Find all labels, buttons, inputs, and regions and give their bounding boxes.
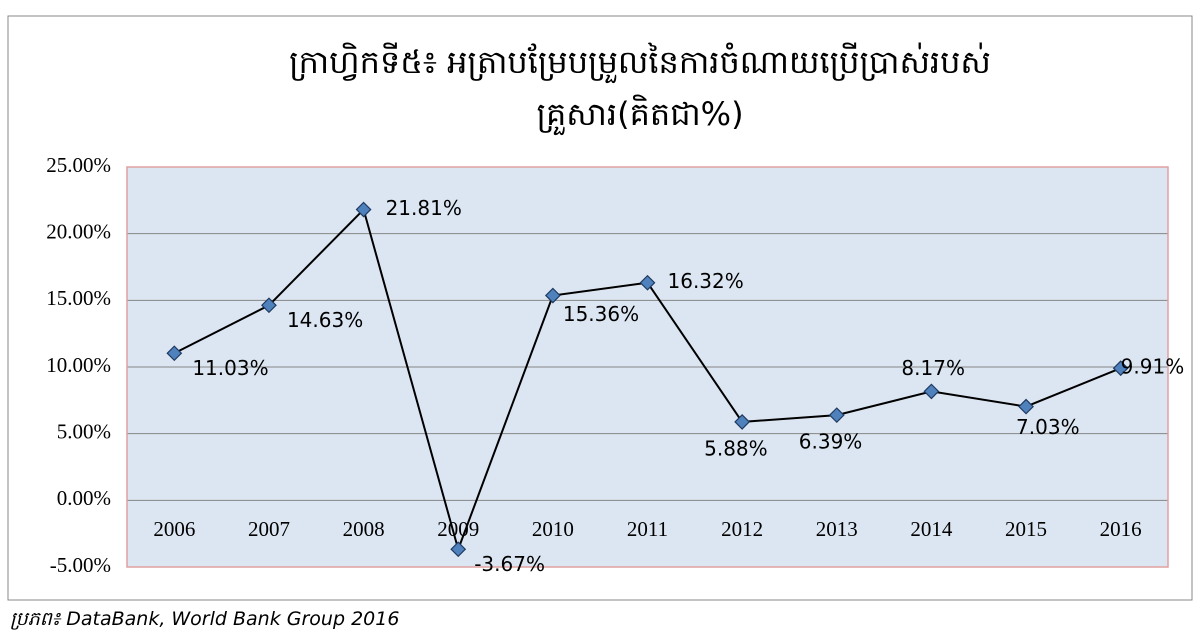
data-label: 16.32% bbox=[668, 269, 744, 293]
x-tick-label: 2016 bbox=[1100, 517, 1142, 541]
data-label: 15.36% bbox=[563, 302, 639, 326]
data-label: 14.63% bbox=[287, 308, 363, 332]
y-tick-label: 20.00% bbox=[46, 219, 111, 243]
data-label: 21.81% bbox=[386, 196, 462, 220]
marker bbox=[355, 201, 372, 218]
y-tick-label: 10.00% bbox=[46, 353, 111, 377]
y-tick-label: 15.00% bbox=[46, 286, 111, 310]
marker bbox=[828, 407, 845, 424]
x-tick-label: 2009 bbox=[437, 517, 479, 541]
x-tick-label: 2011 bbox=[627, 517, 668, 541]
chart-title: ក្រាហ្វិកទី៥៖ អត្រាបម្រែបម្រួលនៃការចំណាយ… bbox=[289, 43, 991, 133]
y-tick-label: 25.00% bbox=[46, 153, 111, 177]
data-label: 8.17% bbox=[901, 356, 965, 380]
data-label: 9.91% bbox=[1121, 355, 1185, 379]
plot-border bbox=[126, 166, 1169, 568]
marker bbox=[261, 297, 277, 314]
marker bbox=[166, 345, 183, 362]
marker bbox=[1018, 398, 1034, 415]
x-tick-label: 2013 bbox=[816, 517, 858, 541]
marker bbox=[450, 541, 467, 558]
source-note: ប្រភព៖ DataBank, World Bank Group 2016 bbox=[10, 608, 400, 630]
y-tick-label: 0.00% bbox=[57, 486, 111, 510]
data-label: 6.39% bbox=[799, 430, 863, 454]
x-tick-label: 2010 bbox=[532, 517, 574, 541]
y-tick-label: 5.00% bbox=[57, 419, 111, 443]
marker bbox=[639, 274, 656, 291]
x-tick-label: 2014 bbox=[910, 517, 953, 541]
marker bbox=[923, 383, 940, 400]
x-tick-label: 2007 bbox=[248, 517, 290, 541]
marker bbox=[544, 287, 561, 304]
data-label: 5.88% bbox=[704, 436, 768, 460]
marker bbox=[1112, 360, 1129, 377]
marker bbox=[734, 414, 751, 430]
data-label: 11.03% bbox=[192, 356, 268, 380]
data-label: -3.67% bbox=[474, 552, 545, 576]
x-tick-label: 2008 bbox=[343, 517, 385, 541]
x-tick-label: 2006 bbox=[153, 517, 195, 541]
y-tick-label: -5.00% bbox=[50, 553, 111, 577]
x-tick-label: 2012 bbox=[721, 517, 763, 541]
x-tick-label: 2015 bbox=[1005, 517, 1047, 541]
data-label: 7.03% bbox=[1016, 415, 1080, 439]
